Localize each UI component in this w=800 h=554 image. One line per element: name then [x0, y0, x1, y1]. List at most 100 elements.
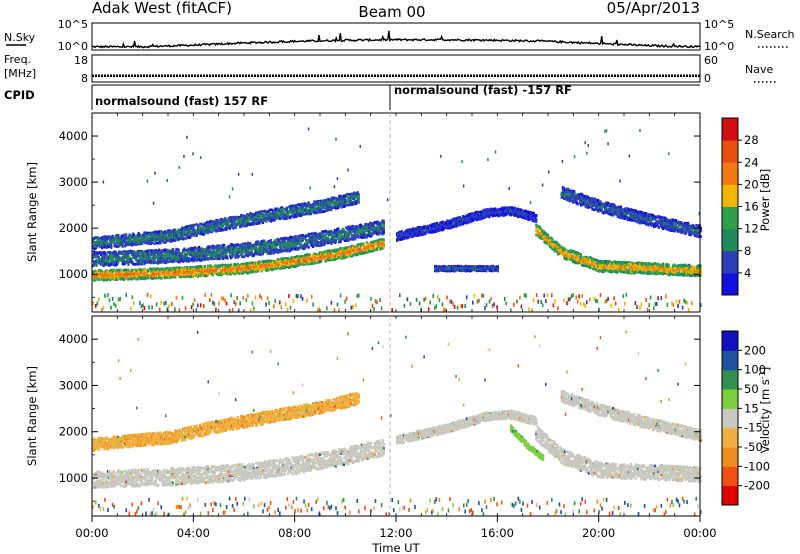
data-cell — [223, 243, 226, 247]
data-cell — [237, 266, 241, 270]
data-cell — [233, 216, 236, 219]
data-cell — [104, 273, 107, 276]
data-cell — [125, 233, 128, 236]
data-cell — [224, 272, 227, 275]
data-cell — [285, 249, 288, 253]
data-cell — [275, 260, 278, 263]
data-cell — [114, 273, 117, 276]
data-cell — [180, 275, 184, 278]
data-cell — [222, 224, 225, 228]
data-cell — [220, 273, 223, 277]
data-cell — [199, 268, 202, 271]
data-cell — [232, 267, 235, 270]
data-cell — [255, 262, 258, 266]
data-cell — [150, 269, 153, 273]
data-cell — [138, 251, 141, 255]
data-cell — [373, 248, 376, 252]
data-cell — [106, 257, 109, 261]
data-cell — [350, 234, 353, 237]
data-cell — [190, 271, 193, 274]
data-cell — [158, 272, 161, 276]
noise-left-tick-low: 10^0 — [58, 40, 88, 53]
data-cell — [307, 262, 310, 266]
data-cell — [286, 263, 290, 267]
data-cell — [322, 239, 325, 242]
data-cell — [161, 272, 164, 276]
data-cell — [241, 242, 244, 246]
data-cell — [105, 269, 108, 272]
data-cell — [113, 270, 116, 273]
data-cell — [300, 263, 303, 266]
data-cell — [215, 246, 218, 250]
data-cell — [252, 267, 255, 271]
data-cell — [310, 241, 314, 245]
data-cell — [240, 267, 243, 271]
data-cell — [177, 248, 180, 251]
data-cell — [133, 276, 136, 280]
data-cell — [155, 241, 158, 245]
data-cell — [186, 232, 189, 235]
data-cell — [229, 272, 233, 276]
data-cell — [255, 267, 258, 271]
data-cell — [255, 264, 258, 268]
data-cell — [126, 273, 129, 277]
data-cell — [129, 236, 132, 240]
data-cell — [186, 274, 189, 278]
data-cell — [133, 272, 136, 276]
data-cell — [175, 267, 178, 270]
data-cell — [146, 273, 149, 277]
data-cell — [212, 271, 215, 275]
data-cell — [191, 265, 194, 269]
data-cell — [129, 276, 132, 279]
data-cell — [135, 255, 138, 259]
data-cell — [134, 274, 137, 278]
data-cell — [154, 274, 157, 278]
data-cell — [215, 269, 218, 272]
data-cell — [153, 276, 156, 280]
data-cell — [350, 230, 353, 234]
data-cell — [183, 270, 186, 274]
data-cell — [382, 225, 385, 229]
data-cell — [191, 267, 194, 271]
data-cell — [241, 264, 244, 267]
data-cell — [247, 267, 250, 270]
power-scatter-data — [92, 127, 702, 313]
data-cell — [266, 267, 269, 271]
data-cell — [100, 269, 103, 272]
data-cell — [169, 273, 172, 277]
data-cell — [97, 269, 100, 272]
data-cell — [233, 266, 236, 270]
data-cell — [122, 278, 125, 281]
data-cell — [216, 250, 219, 254]
data-cell — [382, 230, 385, 234]
data-cell — [326, 237, 329, 240]
beam-title: Beam 00 — [358, 3, 425, 21]
data-cell — [171, 275, 174, 279]
data-cell — [268, 242, 271, 246]
data-cell — [283, 257, 286, 261]
data-cell — [243, 265, 246, 269]
data-cell — [129, 274, 132, 278]
data-cell — [382, 238, 385, 242]
data-cell — [117, 261, 120, 264]
data-cell — [115, 268, 119, 272]
data-cell — [170, 268, 173, 272]
data-cell — [320, 260, 323, 263]
data-cell — [298, 262, 301, 266]
data-cell — [186, 266, 189, 270]
data-cell — [183, 237, 186, 240]
data-cell — [229, 269, 233, 272]
data-cell — [98, 278, 101, 281]
data-cell — [121, 277, 124, 280]
data-cell — [211, 272, 214, 276]
data-cell — [281, 263, 284, 266]
data-cell — [234, 263, 237, 267]
data-cell — [104, 270, 107, 273]
data-cell — [144, 274, 147, 277]
data-cell — [351, 238, 355, 241]
data-cell — [123, 270, 127, 274]
data-cell — [304, 257, 307, 260]
data-cell — [294, 258, 298, 262]
data-cell — [294, 235, 298, 238]
data-cell — [95, 277, 98, 281]
